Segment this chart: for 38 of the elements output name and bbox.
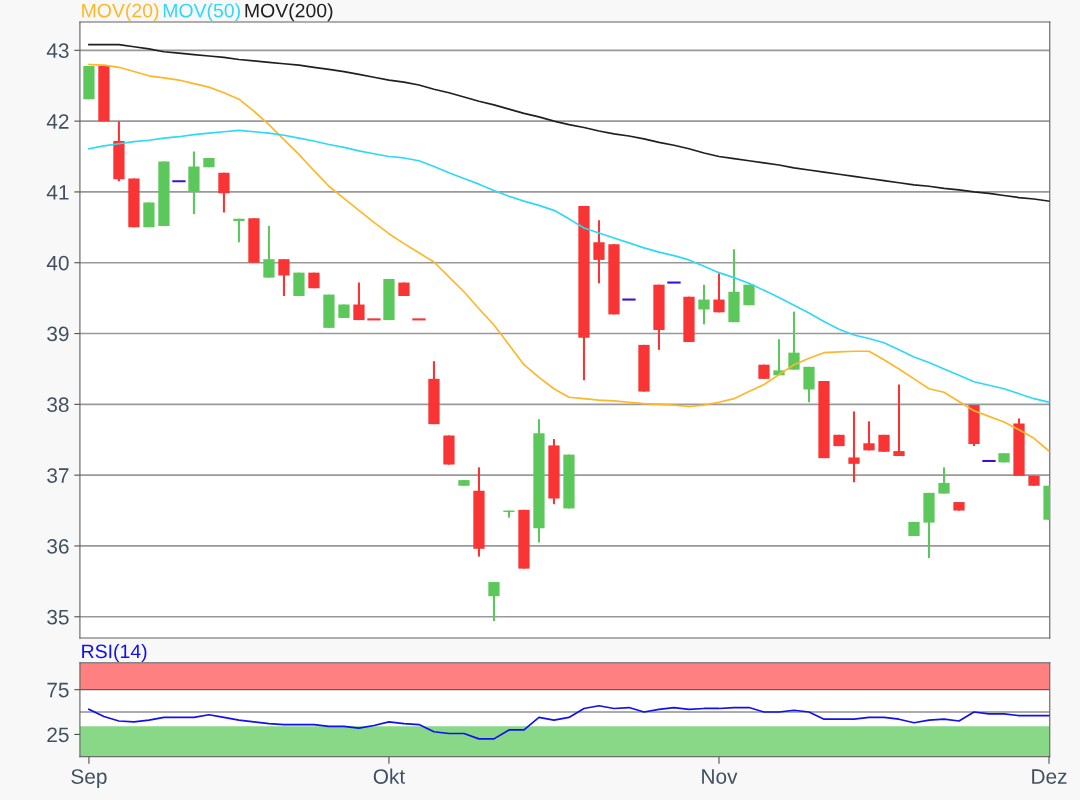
line-series: [88, 129, 1050, 404]
candlestick: [233, 217, 245, 244]
y-tick-label: 37: [47, 468, 69, 483]
line-series: [88, 63, 1050, 452]
candlestick: [698, 283, 710, 326]
text: MOV(50): [163, 3, 240, 22]
candlestick: [893, 383, 905, 458]
x-tick-label: Sep: [71, 769, 107, 789]
series-label: MOV(200): [245, 3, 333, 22]
y-tick-label: 75: [47, 682, 69, 698]
line-series: [88, 43, 1050, 202]
candlestick: [593, 219, 605, 285]
text: MOV(20): [82, 3, 159, 22]
candlestick: [263, 224, 275, 279]
line-series: [88, 704, 1050, 740]
y-tick-label: 39: [47, 326, 69, 342]
y-tick-label: 36: [47, 538, 69, 554]
x-tick-label: Dez: [1032, 769, 1067, 784]
y-tick-label: 35: [47, 609, 69, 625]
candlestick: [278, 258, 290, 298]
y-tick-label: 38: [47, 397, 69, 413]
candlestick: [488, 581, 500, 623]
candlestick: [863, 420, 875, 452]
candlestick: [848, 410, 860, 484]
x-tick-label: Nov: [702, 769, 738, 784]
candlestick: [788, 310, 800, 371]
x-tick-label: Okt: [373, 768, 405, 784]
candlestick: [353, 281, 365, 322]
y-tick-label: 43: [46, 43, 69, 59]
text: RSI(14): [82, 643, 147, 663]
candlestick: [938, 466, 950, 495]
candlestick: [713, 272, 725, 314]
y-tick-label: 42: [46, 114, 69, 129]
y-tick-label: 25: [47, 727, 69, 743]
y-tick-label: 41: [46, 185, 69, 200]
y-tick-label: 40: [46, 255, 69, 271]
candlestick: [803, 365, 815, 404]
candlestick: [218, 171, 230, 214]
